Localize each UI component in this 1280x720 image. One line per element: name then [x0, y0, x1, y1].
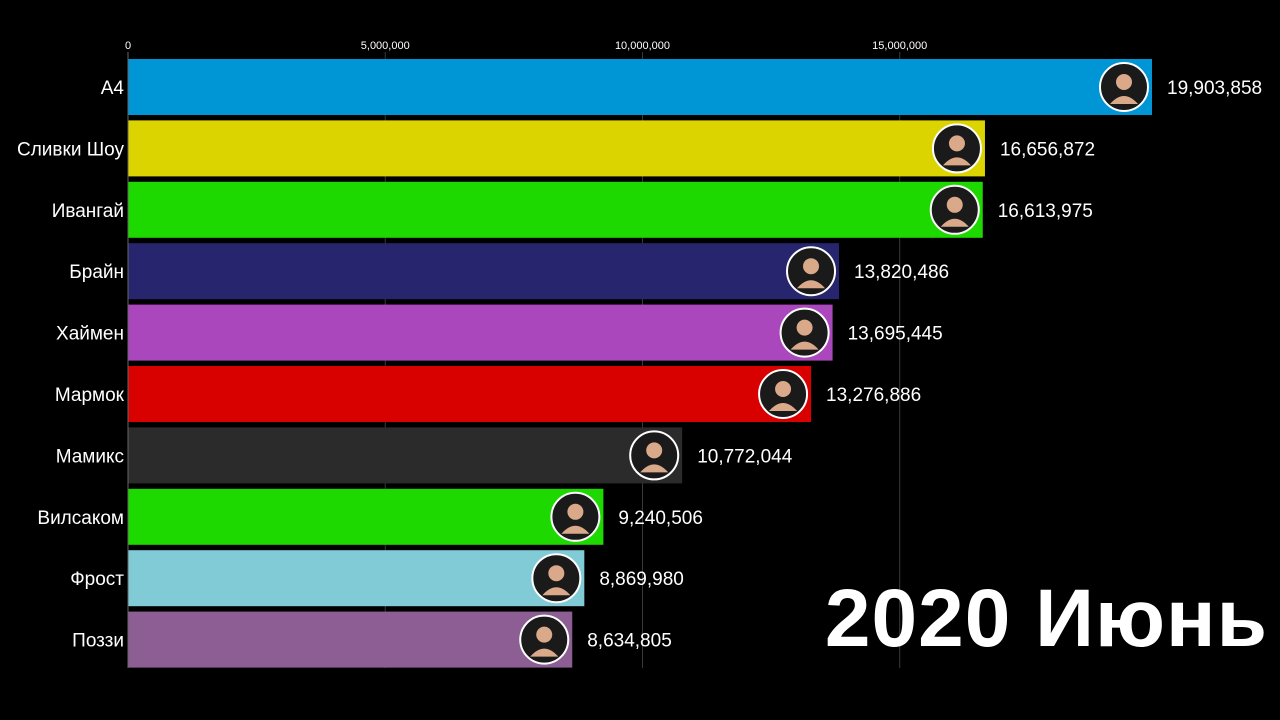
- avatar-head: [775, 381, 792, 397]
- avatar-head: [796, 319, 813, 336]
- period-label: 2020 Июнь: [824, 573, 1268, 664]
- category-label: Брайн: [69, 262, 124, 283]
- category-label: Поззи: [72, 631, 124, 652]
- avatar-a4-icon: [1099, 62, 1149, 112]
- category-label: А4: [101, 78, 125, 99]
- category-label: Фрост: [70, 569, 124, 590]
- avatar-head: [536, 626, 553, 643]
- value-label: 16,613,975: [998, 201, 1093, 222]
- avatar-shoulders: [940, 218, 969, 227]
- category-label: Мармок: [55, 385, 125, 406]
- bar-row: А4 19,903,858: [101, 59, 1262, 115]
- avatar-shoulders: [769, 403, 798, 411]
- avatar-shoulders: [790, 341, 819, 350]
- bar-row: Хаймен 13,695,445: [56, 304, 943, 361]
- avatar-shoulders: [797, 280, 826, 289]
- avatar-pozzi-icon: [519, 614, 570, 665]
- avatar-marmok-icon: [758, 369, 809, 419]
- bar: [128, 120, 985, 177]
- avatar-haimen-icon: [779, 307, 830, 358]
- bar-row: Мармок 13,276,886: [55, 366, 921, 422]
- avatar-wylsacom-icon: [550, 491, 601, 542]
- value-label: 9,240,506: [618, 508, 703, 529]
- value-label: 8,869,980: [599, 569, 684, 590]
- avatar-shoulders: [530, 648, 559, 657]
- bar-row: Ивангай 16,613,975: [52, 181, 1093, 238]
- avatar-head: [646, 442, 663, 459]
- avatar-head: [1116, 74, 1132, 90]
- bar-row: Вилсаком 9,240,506: [37, 488, 703, 545]
- avatar-head: [803, 258, 820, 275]
- value-label: 19,903,858: [1167, 78, 1262, 99]
- bar: [128, 427, 683, 484]
- bar: [128, 181, 983, 238]
- value-label: 16,656,872: [1000, 139, 1095, 160]
- value-label: 8,634,805: [587, 631, 672, 652]
- bar: [128, 488, 604, 545]
- value-label: 13,820,486: [854, 262, 949, 283]
- category-label: Сливки Шоу: [17, 139, 124, 160]
- avatar-brain-icon: [786, 246, 837, 297]
- bar-row: Сливки Шоу 16,656,872: [17, 120, 1095, 177]
- avatar-head: [946, 196, 963, 213]
- x-tick-label: 10,000,000: [615, 40, 670, 52]
- bar-row: Поззи 8,634,805: [72, 611, 672, 668]
- avatar-head: [948, 135, 965, 152]
- avatar-head: [567, 503, 584, 520]
- bar: [128, 59, 1152, 115]
- bar: [128, 611, 573, 668]
- x-tick-label: 5,000,000: [361, 40, 410, 52]
- x-tick-label: 15,000,000: [872, 40, 927, 52]
- avatar-shoulders: [942, 157, 971, 166]
- value-label: 13,276,886: [826, 385, 921, 406]
- value-label: 10,772,044: [697, 446, 793, 467]
- x-tick-label: 0: [125, 40, 131, 52]
- category-label: Хаймен: [56, 324, 124, 345]
- avatar-frost-icon: [531, 553, 582, 604]
- bar: [128, 304, 833, 361]
- avatar-shoulders: [561, 525, 590, 534]
- avatar-shoulders: [542, 587, 571, 596]
- avatar-mamix-icon: [629, 430, 680, 481]
- avatar-ivangai-icon: [929, 184, 980, 235]
- avatar-head: [548, 565, 565, 582]
- avatar-shoulders: [1110, 96, 1138, 104]
- bar-row: Фрост 8,869,980: [70, 550, 684, 607]
- avatar-shoulders: [640, 464, 669, 473]
- category-label: Вилсаком: [37, 508, 124, 529]
- bar-row: Мамикс 10,772,044: [56, 427, 793, 484]
- category-label: Ивангай: [52, 201, 124, 222]
- bar: [128, 366, 812, 422]
- avatar-slivki-show-icon: [931, 123, 982, 174]
- bar-row: Брайн 13,820,486: [69, 243, 949, 300]
- bar: [128, 243, 840, 300]
- value-label: 13,695,445: [848, 324, 943, 345]
- bar: [128, 550, 585, 607]
- category-label: Мамикс: [56, 446, 124, 467]
